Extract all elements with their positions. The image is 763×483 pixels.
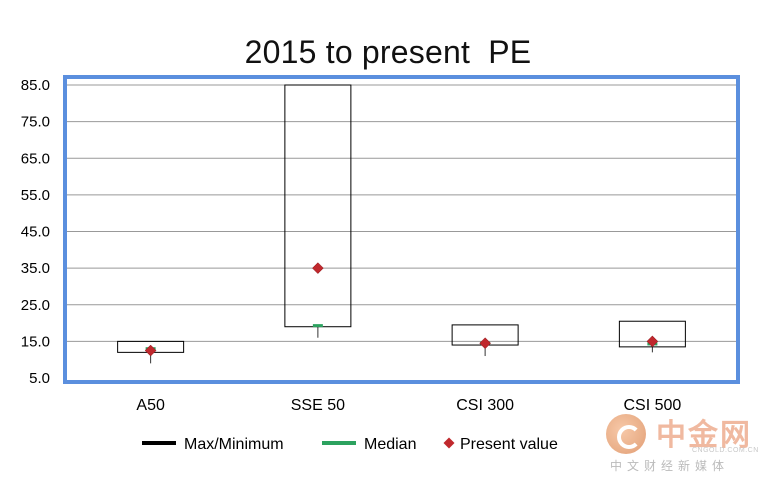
y-tick-label: 75.0 xyxy=(21,114,50,131)
grid-lines xyxy=(67,84,736,342)
x-tick-label: CSI 300 xyxy=(456,397,514,414)
plot-frame xyxy=(63,75,740,384)
y-tick-label: 15.0 xyxy=(21,333,50,350)
y-tick-label: 85.0 xyxy=(21,77,50,94)
y-tick-label: 65.0 xyxy=(21,150,50,167)
x-tick-label: CSI 500 xyxy=(623,397,681,414)
present-value-marker xyxy=(479,337,491,350)
watermark-url: CNGOLD.COM.CN xyxy=(692,447,759,454)
present-value-marker xyxy=(144,344,157,357)
watermark-tagline: 中文财经新媒体 xyxy=(610,459,730,473)
legend-max-min-label: Max/Minimum xyxy=(184,436,284,453)
y-tick-label: 25.0 xyxy=(21,297,50,314)
x-tick-label: A50 xyxy=(136,397,165,414)
x-axis-ticks: A50 SSE 50 CSI 300 CSI 500 xyxy=(136,397,681,414)
x-tick-label: SSE 50 xyxy=(291,397,345,414)
legend-median-label: Median xyxy=(364,436,416,453)
y-axis-ticks: 85.0 75.0 65.0 55.0 45.0 35.0 25.0 15.0 5.0 xyxy=(21,77,50,387)
y-tick-label: 55.0 xyxy=(21,187,50,204)
cngold-logo-icon xyxy=(606,414,646,454)
legend-present-label: Present value xyxy=(460,436,558,453)
chart-title: 2015 to present PE xyxy=(244,34,532,70)
y-tick-label: 35.0 xyxy=(21,260,50,277)
y-tick-label: 5.0 xyxy=(29,370,50,387)
present-value-marker xyxy=(312,262,324,274)
legend-present-swatch xyxy=(443,437,455,449)
y-tick-label: 45.0 xyxy=(21,224,50,241)
boxes xyxy=(117,84,686,364)
watermark: 中金网 CNGOLD.COM.CN 中文财经新媒体 xyxy=(602,410,762,474)
present-value-marker xyxy=(646,335,659,348)
watermark-name: 中金网 xyxy=(656,419,752,452)
legend: Max/Minimum Median Present value xyxy=(142,436,558,453)
